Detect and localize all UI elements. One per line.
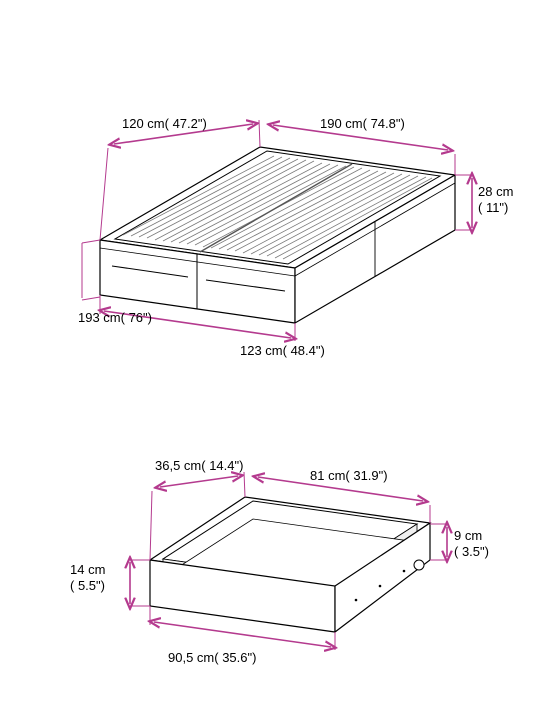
drawer-top-depth-cm: 36,5 cm: [155, 458, 201, 473]
bed-height-in: ( 11"): [478, 200, 508, 215]
drawer-inner-h-cm: 9 cm: [454, 528, 482, 543]
svg-text:90,5 cm( 35.6"): 90,5 cm( 35.6"): [168, 650, 256, 665]
bed-side-depth-cm: 193 cm: [78, 310, 121, 325]
bed-front-width-in: ( 48.4"): [283, 343, 325, 358]
drawer-height-cm: 14 cm: [70, 562, 105, 577]
svg-text:( 5.5"): ( 5.5"): [70, 578, 105, 593]
svg-text:36,5 cm( 14.4"): 36,5 cm( 14.4"): [155, 458, 243, 473]
svg-text:120 cm( 47.2"): 120 cm( 47.2"): [122, 116, 207, 131]
bed-top-depth-in: ( 74.8"): [363, 116, 405, 131]
bed-top-width-in: ( 47.2"): [165, 116, 207, 131]
drawer-top-width-cm: 81 cm: [310, 468, 345, 483]
svg-text:9 cm: 9 cm: [454, 528, 482, 543]
drawer-height-in: ( 5.5"): [70, 578, 105, 593]
svg-text:81 cm( 31.9"): 81 cm( 31.9"): [310, 468, 388, 483]
svg-text:193 cm( 76"): 193 cm( 76"): [78, 310, 152, 325]
bed-top-width-label: 120 cm: [122, 116, 165, 131]
svg-text:14 cm: 14 cm: [70, 562, 105, 577]
bed-frame-diagram: [100, 147, 455, 323]
bed-side-depth-in: ( 76"): [121, 310, 152, 325]
svg-text:123 cm( 48.4"): 123 cm( 48.4"): [240, 343, 325, 358]
drawer-inner-h-in: ( 3.5"): [454, 544, 489, 559]
svg-text:( 3.5"): ( 3.5"): [454, 544, 489, 559]
bed-front-width-cm: 123 cm: [240, 343, 283, 358]
drawer-front-width-cm: 90,5 cm: [168, 650, 214, 665]
bed-top-depth-label: 190 cm: [320, 116, 363, 131]
bed-height-cm: 28 cm: [478, 184, 513, 199]
drawer-diagram: [150, 497, 430, 632]
svg-text:190 cm( 74.8"): 190 cm( 74.8"): [320, 116, 405, 131]
svg-text:28 cm: 28 cm: [478, 184, 513, 199]
svg-text:( 11"): ( 11"): [478, 200, 508, 215]
